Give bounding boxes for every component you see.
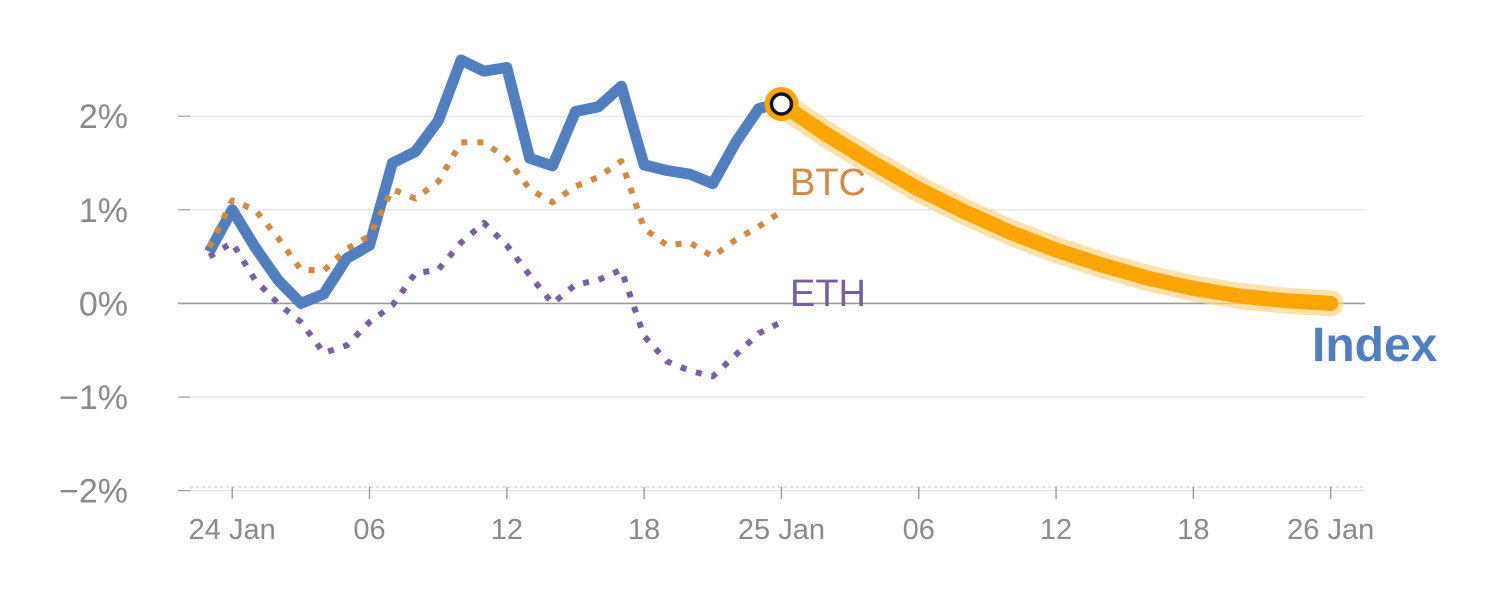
eth-label: ETH [790,273,866,315]
y-tick-label: −2% [59,473,128,511]
x-axis: 24 Jan 06 12 18 25 Jan 06 12 18 26 Jan [189,486,1374,546]
x-tick-label: 18 [1177,514,1209,546]
y-tick-label: 2% [79,98,128,136]
x-tick-label: 06 [353,514,385,546]
gridlines [178,115,1365,492]
x-tick-label: 24 Jan [189,514,276,546]
y-tick-label: 0% [79,285,128,323]
btc-line [206,139,784,274]
index-line [204,54,779,309]
y-axis: 2% 1% 0% −1% −2% [59,98,190,511]
index-label: Index [1312,319,1438,372]
series-labels: BTC ETH Index [790,162,1438,372]
x-tick-label: 26 Jan [1287,514,1374,546]
x-tick-label: 06 [903,514,935,546]
series-lines [204,54,1344,380]
y-tick-label: −1% [59,379,128,417]
btc-label: BTC [790,162,866,204]
index-projection-line [773,96,1339,311]
y-tick-label: 1% [79,192,128,230]
eth-line [207,219,783,380]
current-point-inner [769,92,794,116]
highlight-marker [764,87,799,121]
x-tick-label: 25 Jan [738,514,825,546]
x-tick-label: 12 [491,514,523,546]
x-tick-label: 18 [628,514,660,546]
x-tick-label: 12 [1040,514,1072,546]
